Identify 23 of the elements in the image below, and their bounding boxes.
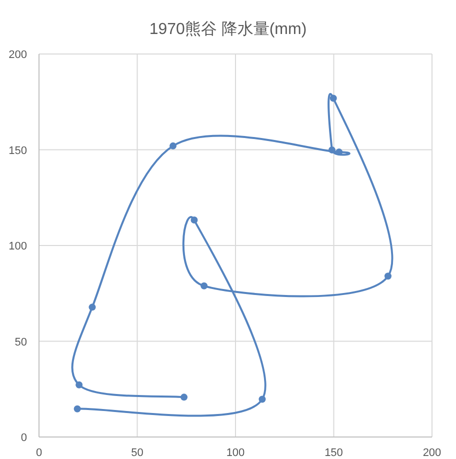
x-tick-label: 50 (131, 447, 144, 459)
point (170, 142, 177, 150)
point (88, 304, 96, 311)
point (258, 396, 266, 403)
point (330, 94, 337, 102)
point (76, 381, 83, 388)
x-tick-label: 150 (324, 447, 343, 459)
point (74, 405, 81, 412)
y-tick-label: 200 (8, 49, 27, 61)
point (336, 148, 343, 156)
y-tick-label: 50 (14, 336, 27, 348)
y-tick-label: 100 (8, 240, 27, 252)
point (190, 216, 198, 224)
point (180, 394, 188, 401)
x-tick-label: 0 (36, 447, 42, 459)
point (200, 282, 208, 290)
chart-title: 1970熊谷 降水量(mm) (149, 20, 307, 38)
x-tick-label: 200 (422, 447, 442, 459)
point (328, 146, 336, 154)
y-tick-label: 150 (8, 144, 27, 157)
point (384, 272, 392, 280)
y-tick-label: 0 (20, 432, 27, 444)
x-tick-label: 100 (226, 447, 245, 459)
